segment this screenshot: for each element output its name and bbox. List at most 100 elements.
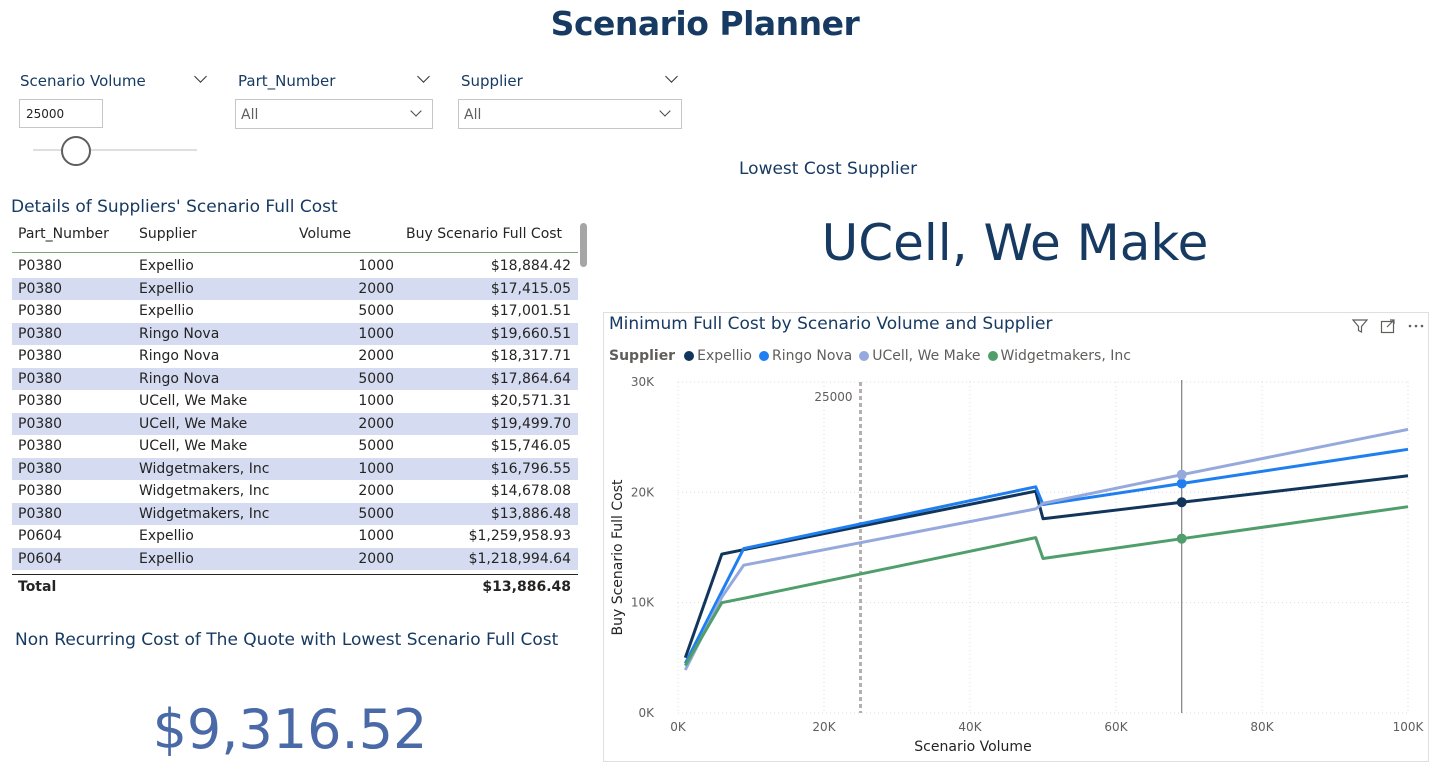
table-total-row: Total $13,886.48 bbox=[12, 574, 578, 600]
scenario-volume-chevron-down-icon[interactable] bbox=[194, 70, 207, 83]
chart-container bbox=[603, 312, 1429, 762]
cell-volume: 2000 bbox=[358, 280, 394, 297]
cell-part-number: P0380 bbox=[18, 280, 63, 297]
y-tick-label: 0K bbox=[638, 706, 655, 720]
x-tick-label: 40K bbox=[958, 720, 982, 734]
legend-label: UCell, We Make bbox=[872, 348, 981, 364]
table-row[interactable]: P0380 Ringo Nova 2000 $18,317.71 bbox=[12, 345, 578, 368]
cell-supplier: Widgetmakers, Inc bbox=[139, 483, 270, 499]
table-row[interactable]: P0604 Expellio 1000 $1,259,958.93 bbox=[12, 525, 578, 548]
table-row[interactable]: P0380 UCell, We Make 5000 $15,746.05 bbox=[12, 435, 578, 458]
cell-buy-scenario-full-cost: $20,571.31 bbox=[490, 393, 571, 409]
supplier-label: Supplier bbox=[461, 72, 523, 90]
hover-point[interactable] bbox=[1176, 469, 1187, 480]
cell-supplier: Expellio bbox=[139, 280, 194, 297]
x-tick-label: 60K bbox=[1104, 720, 1128, 734]
legend-item[interactable]: UCell, We Make bbox=[859, 348, 981, 364]
details-table: Part_Number Supplier Volume Buy Scenario… bbox=[12, 222, 578, 600]
part-number-label: Part_Number bbox=[238, 72, 336, 90]
cell-buy-scenario-full-cost: $1,259,958.93 bbox=[468, 528, 571, 544]
total-value: $13,886.48 bbox=[482, 579, 571, 595]
column-header-volume[interactable]: Volume bbox=[299, 226, 352, 242]
table-row[interactable]: P0380 UCell, We Make 2000 $19,499.70 bbox=[12, 412, 578, 435]
cell-supplier: Expellio bbox=[139, 258, 194, 274]
cell-part-number: P0380 bbox=[18, 415, 63, 432]
column-header-supplier[interactable]: Supplier bbox=[139, 226, 197, 242]
part-number-selected: All bbox=[241, 107, 259, 123]
table-row[interactable]: P0380 Widgetmakers, Inc 1000 $16,796.55 bbox=[12, 457, 578, 480]
table-row[interactable]: P0380 Widgetmakers, Inc 5000 $13,886.48 bbox=[12, 502, 578, 525]
cell-volume: 2000 bbox=[358, 483, 394, 499]
y-tick-label: 30K bbox=[631, 375, 655, 389]
cell-part-number: P0380 bbox=[18, 483, 63, 499]
cell-part-number: P0380 bbox=[18, 460, 63, 477]
cell-volume: 2000 bbox=[358, 550, 394, 567]
scenario-volume-slider-track[interactable] bbox=[33, 149, 197, 151]
lowest-cost-supplier-title: Lowest Cost Supplier bbox=[739, 159, 918, 179]
legend-label: Expellio bbox=[697, 348, 752, 364]
table-row[interactable]: P0380 Expellio 2000 $17,415.05 bbox=[12, 277, 578, 300]
cell-supplier: UCell, We Make bbox=[139, 393, 248, 409]
scenario-volume-input[interactable]: 25000 bbox=[19, 99, 103, 128]
legend-label: Widgetmakers, Inc bbox=[1000, 348, 1131, 364]
part-number-dropdown[interactable]: All bbox=[235, 99, 433, 129]
table-row[interactable]: P0380 Expellio 5000 $17,001.51 bbox=[12, 300, 578, 323]
supplier-selected: All bbox=[464, 107, 482, 123]
hover-point[interactable] bbox=[1176, 533, 1187, 544]
cell-supplier: Widgetmakers, Inc bbox=[139, 460, 270, 477]
table-row[interactable]: P0380 Widgetmakers, Inc 2000 $14,678.08 bbox=[12, 480, 578, 503]
scenario-volume-slider-handle[interactable] bbox=[61, 136, 91, 166]
focus-mode-icon[interactable] bbox=[1379, 317, 1397, 335]
part-number-chevron-down-icon[interactable] bbox=[417, 70, 430, 83]
cell-volume: 5000 bbox=[358, 370, 394, 387]
cell-volume: 2000 bbox=[358, 348, 394, 364]
cell-part-number: P0380 bbox=[18, 438, 63, 454]
table-row[interactable]: P0380 Expellio 1000 $18,884.42 bbox=[12, 255, 578, 278]
column-header-part-number[interactable]: Part_Number bbox=[18, 226, 109, 242]
cell-buy-scenario-full-cost: $17,001.51 bbox=[490, 303, 571, 319]
legend-marker-icon bbox=[859, 351, 870, 361]
legend-item[interactable]: Expellio bbox=[684, 348, 752, 364]
cell-buy-scenario-full-cost: $14,678.08 bbox=[490, 483, 571, 499]
hover-point[interactable] bbox=[1176, 497, 1187, 508]
y-tick-label: 20K bbox=[631, 485, 655, 499]
cell-part-number: P0380 bbox=[18, 348, 63, 364]
line-chart[interactable]: 0K 10K 20K 30K 0K 20K 40K 60K 80K 100K Scenario Vo… bbox=[604, 370, 1428, 762]
table-row[interactable]: P0380 Ringo Nova 1000 $19,660.51 bbox=[12, 322, 578, 345]
cell-buy-scenario-full-cost: $13,886.48 bbox=[490, 505, 571, 522]
cell-buy-scenario-full-cost: $19,660.51 bbox=[490, 325, 571, 342]
hover-point[interactable] bbox=[1176, 478, 1187, 489]
reference-line-label: 25000 bbox=[814, 390, 852, 404]
column-header-buy-scenario-full-cost[interactable]: Buy Scenario Full Cost bbox=[406, 226, 563, 242]
cell-part-number: P0380 bbox=[18, 303, 63, 319]
x-axis-title: Scenario Volume bbox=[914, 739, 1031, 755]
cell-volume: 2000 bbox=[358, 415, 394, 432]
table-row[interactable]: P0380 UCell, We Make 1000 $20,571.31 bbox=[12, 390, 578, 413]
supplier-chevron-down-icon[interactable] bbox=[665, 70, 678, 83]
table-scrollbar[interactable] bbox=[580, 223, 587, 267]
details-table-title: Details of Suppliers' Scenario Full Cost bbox=[11, 197, 338, 217]
table-row[interactable]: P0604 Expellio 2000 $1,218,994.64 bbox=[12, 547, 578, 570]
filter-icon[interactable] bbox=[1351, 317, 1369, 335]
total-label: Total bbox=[18, 579, 57, 595]
cell-part-number: P0604 bbox=[18, 528, 63, 544]
table-header: Part_Number Supplier Volume Buy Scenario… bbox=[12, 222, 578, 253]
cell-supplier: Ringo Nova bbox=[139, 370, 220, 387]
cell-buy-scenario-full-cost: $15,746.05 bbox=[490, 438, 571, 454]
cell-volume: 5000 bbox=[358, 505, 394, 522]
supplier-dropdown[interactable]: All bbox=[458, 99, 682, 129]
series-line[interactable] bbox=[684, 505, 1409, 667]
cell-buy-scenario-full-cost: $18,884.42 bbox=[490, 258, 571, 274]
table-row[interactable]: P0380 Ringo Nova 5000 $17,864.64 bbox=[12, 367, 578, 390]
chevron-down-icon bbox=[410, 105, 422, 117]
more-options-icon[interactable] bbox=[1407, 317, 1425, 335]
legend-item[interactable]: Ringo Nova bbox=[758, 348, 852, 364]
x-tick-label: 100K bbox=[1393, 720, 1425, 734]
cell-part-number: P0380 bbox=[18, 393, 63, 409]
legend-title: Supplier bbox=[609, 348, 676, 364]
cell-volume: 1000 bbox=[358, 460, 394, 477]
non-recurring-cost-value: $9,316.52 bbox=[152, 698, 428, 761]
chevron-down-icon bbox=[659, 105, 671, 117]
cell-part-number: P0380 bbox=[18, 258, 63, 274]
legend-item[interactable]: Widgetmakers, Inc bbox=[987, 348, 1131, 364]
